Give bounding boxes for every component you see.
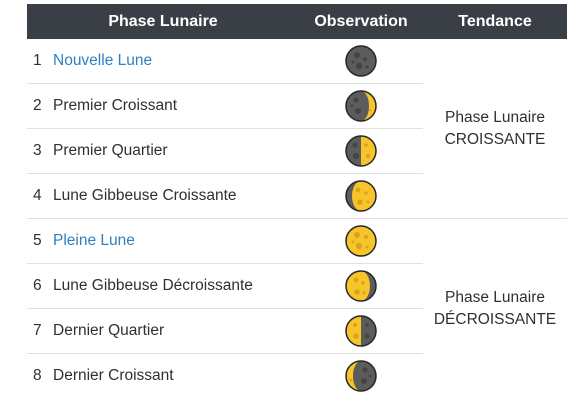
phase-number: 7 bbox=[33, 322, 53, 340]
waning-gibbous-moon-icon bbox=[345, 277, 377, 294]
moon-phase-table: Phase Lunaire Observation Tendance 1 Nouv… bbox=[27, 4, 567, 398]
waxing-crescent-moon-icon bbox=[345, 97, 377, 114]
observation-cell bbox=[299, 39, 423, 84]
observation-cell bbox=[299, 264, 423, 309]
trend-value: CROISSANTE bbox=[423, 129, 567, 151]
phase-cell: 4 Lune Gibbeuse Croissante bbox=[27, 174, 299, 219]
phase-label: Dernier Croissant bbox=[53, 367, 174, 384]
waning-crescent-moon-icon bbox=[345, 367, 377, 384]
trend-label: Phase Lunaire bbox=[423, 287, 567, 309]
phase-label: Dernier Quartier bbox=[53, 322, 164, 339]
phase-cell: 7 Dernier Quartier bbox=[27, 309, 299, 354]
phase-cell: 1 Nouvelle Lune bbox=[27, 39, 299, 84]
observation-cell bbox=[299, 219, 423, 264]
header-observation: Observation bbox=[299, 4, 423, 39]
trend-cell-decroissante: Phase Lunaire DÉCROISSANTE bbox=[423, 219, 567, 399]
observation-cell bbox=[299, 309, 423, 354]
trend-label: Phase Lunaire bbox=[423, 107, 567, 129]
phase-number: 3 bbox=[33, 142, 53, 160]
observation-cell bbox=[299, 84, 423, 129]
header-tendance: Tendance bbox=[423, 4, 567, 39]
waxing-gibbous-moon-icon bbox=[345, 187, 377, 204]
header-phase: Phase Lunaire bbox=[27, 4, 299, 39]
trend-cell-croissante: Phase Lunaire CROISSANTE bbox=[423, 39, 567, 219]
phase-label: Lune Gibbeuse Décroissante bbox=[53, 277, 253, 294]
phase-label: Premier Croissant bbox=[53, 97, 177, 114]
phase-label: Premier Quartier bbox=[53, 142, 168, 159]
phase-number: 5 bbox=[33, 232, 53, 250]
phase-number: 6 bbox=[33, 277, 53, 295]
moon-phase-table-container: Phase Lunaire Observation Tendance 1 Nouv… bbox=[27, 4, 567, 398]
phase-cell: 5 Pleine Lune bbox=[27, 219, 299, 264]
phase-cell: 6 Lune Gibbeuse Décroissante bbox=[27, 264, 299, 309]
phase-number: 8 bbox=[33, 367, 53, 385]
phase-link-pleine-lune[interactable]: Pleine Lune bbox=[53, 232, 135, 249]
observation-cell bbox=[299, 354, 423, 399]
phase-number: 4 bbox=[33, 187, 53, 205]
last-quarter-moon-icon bbox=[345, 322, 377, 339]
table-row: 5 Pleine Lune Pha bbox=[27, 219, 567, 264]
phase-cell: 2 Premier Croissant bbox=[27, 84, 299, 129]
phase-cell: 8 Dernier Croissant bbox=[27, 354, 299, 399]
table-header-row: Phase Lunaire Observation Tendance bbox=[27, 4, 567, 39]
phase-cell: 3 Premier Quartier bbox=[27, 129, 299, 174]
phase-number: 2 bbox=[33, 97, 53, 115]
phase-label: Lune Gibbeuse Croissante bbox=[53, 187, 237, 204]
first-quarter-moon-icon bbox=[345, 142, 377, 159]
full-moon-icon bbox=[345, 232, 377, 249]
new-moon-icon bbox=[345, 52, 377, 69]
phase-link-nouvelle-lune[interactable]: Nouvelle Lune bbox=[53, 52, 152, 69]
observation-cell bbox=[299, 129, 423, 174]
observation-cell bbox=[299, 174, 423, 219]
phase-number: 1 bbox=[33, 52, 53, 70]
trend-value: DÉCROISSANTE bbox=[423, 309, 567, 331]
table-row: 1 Nouvelle Lune P bbox=[27, 39, 567, 84]
